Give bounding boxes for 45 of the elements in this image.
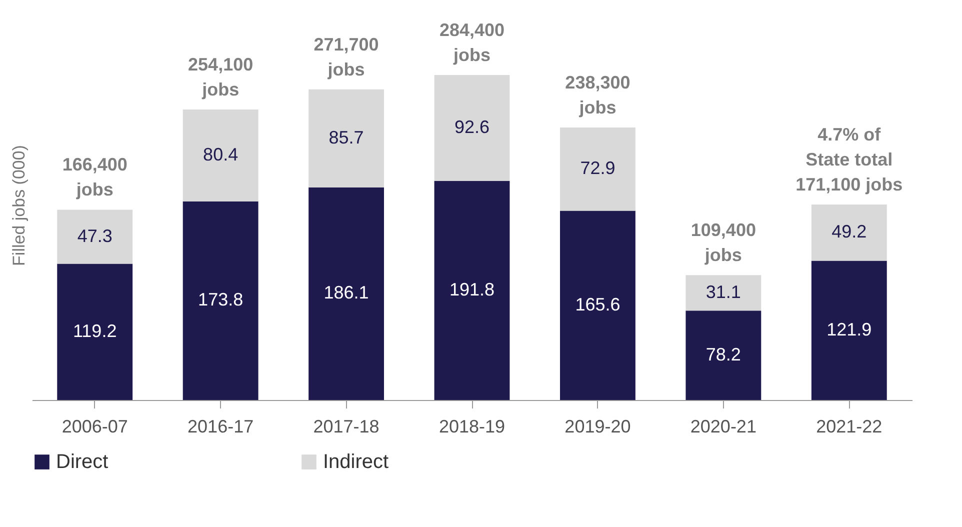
bar xyxy=(811,260,887,400)
x-tick-label: 2016-17 xyxy=(188,416,254,436)
bar xyxy=(686,310,762,400)
legend-label: Indirect xyxy=(323,451,390,473)
bar xyxy=(182,201,258,400)
bar xyxy=(560,210,636,400)
annotation: 166,400 jobs xyxy=(62,154,128,200)
bar xyxy=(308,89,384,188)
data-label: 72.9 xyxy=(580,158,616,178)
bar xyxy=(434,180,510,400)
data-label: 173.8 xyxy=(198,290,244,310)
data-label: 191.8 xyxy=(449,279,495,300)
data-label: 121.9 xyxy=(826,319,872,340)
data-label: 92.6 xyxy=(454,116,490,137)
bar xyxy=(57,264,133,400)
x-tick-label: 2021-22 xyxy=(816,416,882,436)
data-label: 186.1 xyxy=(324,282,369,303)
bar xyxy=(686,275,762,311)
x-tick-label: 2017-18 xyxy=(313,416,380,436)
x-tick-label: 2018-19 xyxy=(438,416,506,436)
x-tick-label: 2006-07 xyxy=(62,416,128,436)
data-label: 31.1 xyxy=(706,282,741,302)
data-label: 78.2 xyxy=(706,344,741,364)
annotation: 254,100 jobs xyxy=(188,54,254,100)
annotation: 284,400 jobs xyxy=(439,20,505,65)
bar xyxy=(434,75,510,181)
bar xyxy=(811,204,887,261)
annotation: 271,700 jobs xyxy=(314,34,379,80)
annotation: 238,300 jobs xyxy=(565,72,630,118)
bar xyxy=(182,110,258,202)
x-tick-label: 2019-20 xyxy=(564,416,631,436)
bar xyxy=(308,187,384,400)
data-label: 119.2 xyxy=(73,320,117,341)
bar xyxy=(57,210,133,264)
data-label: 85.7 xyxy=(328,127,364,148)
annotation: 4.7% of State total 171,100 jobs xyxy=(796,124,903,194)
x-tick-label: 2020-21 xyxy=(690,416,756,436)
y-axis-title: Filled jobs (000) xyxy=(10,145,28,266)
data-label: 49.2 xyxy=(832,222,867,242)
data-label: 165.6 xyxy=(575,294,620,314)
bar xyxy=(560,127,636,211)
data-label: 47.3 xyxy=(77,226,112,246)
legend-label: Direct xyxy=(56,451,109,473)
annotation: 109,400 jobs xyxy=(690,220,756,266)
data-label: 80.4 xyxy=(203,144,238,164)
